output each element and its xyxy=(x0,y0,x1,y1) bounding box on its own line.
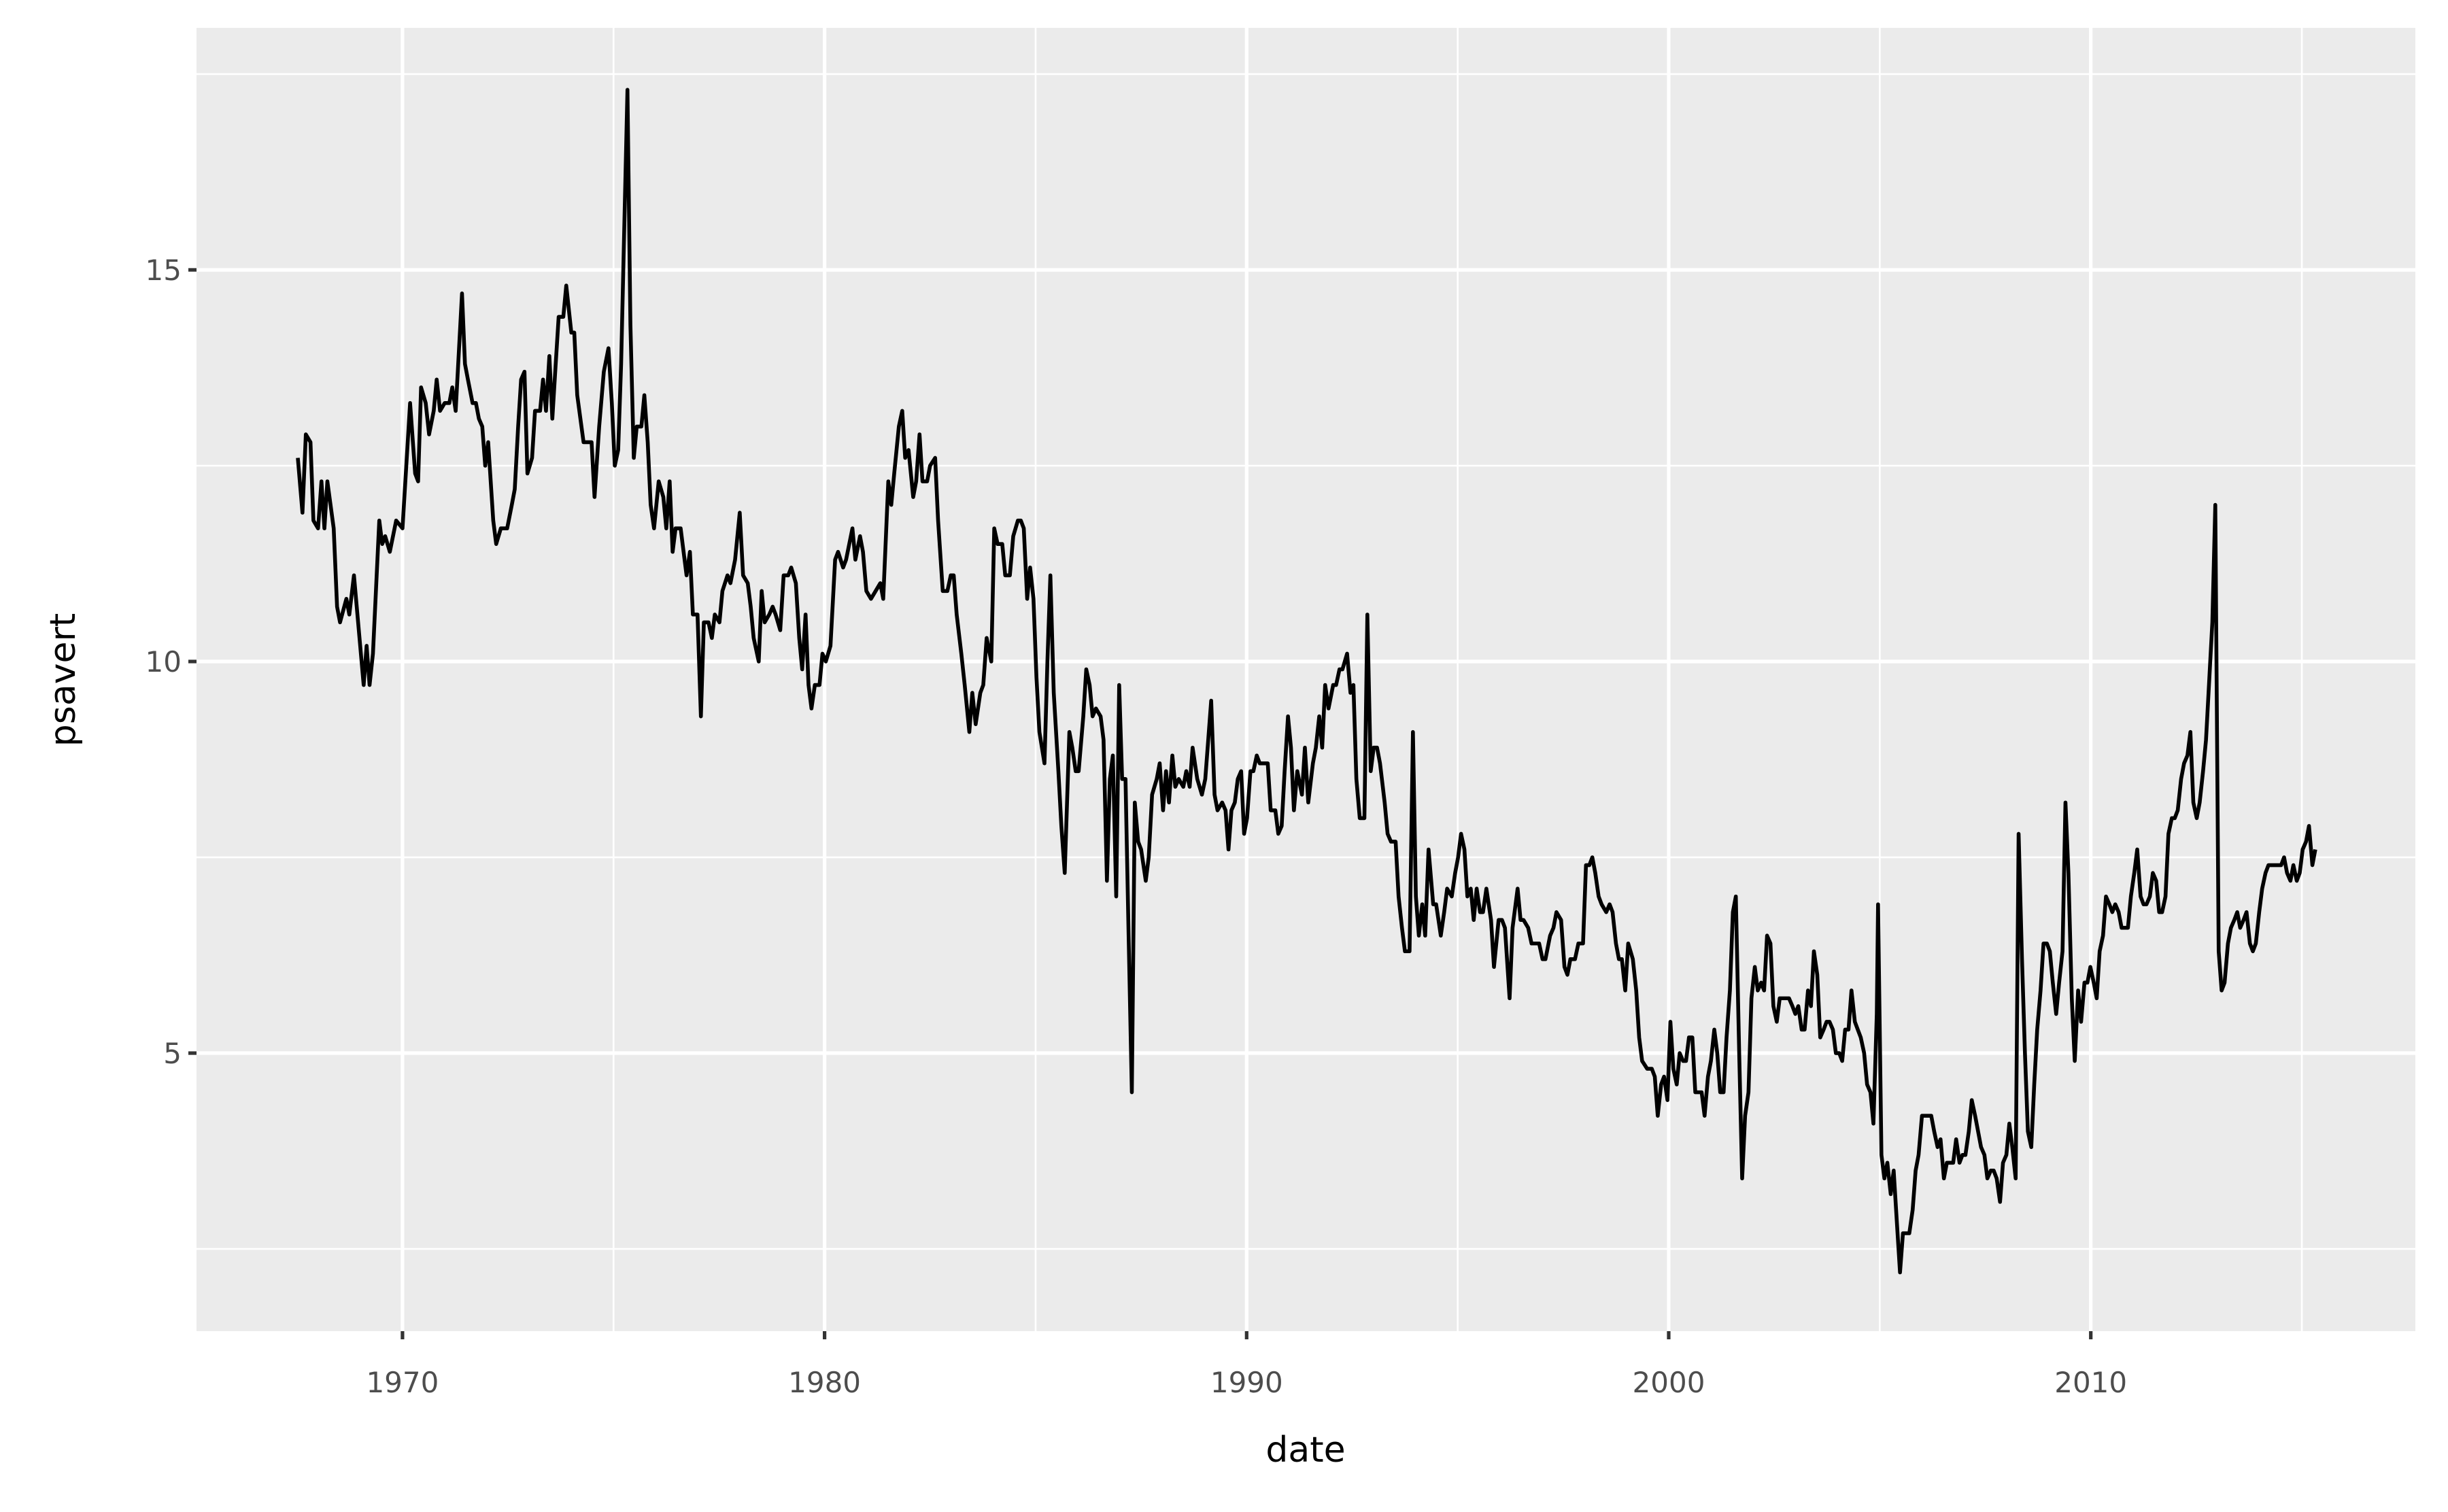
panel xyxy=(197,28,2415,1331)
data-line xyxy=(296,88,2317,1275)
y-tick-label: 5 xyxy=(163,1037,182,1070)
x-tick-label: 1980 xyxy=(788,1366,861,1399)
x-tick-label: 2010 xyxy=(2054,1366,2127,1399)
x-axis-title: date xyxy=(1265,1430,1345,1471)
x-tick-label: 1990 xyxy=(1210,1366,1283,1399)
y-axis-title: psavert xyxy=(43,613,84,747)
x-tick-label: 1970 xyxy=(366,1366,439,1399)
y-tick-label: 15 xyxy=(146,254,182,287)
y-tick-label: 10 xyxy=(146,645,182,678)
x-tick-label: 2000 xyxy=(1633,1366,1705,1399)
